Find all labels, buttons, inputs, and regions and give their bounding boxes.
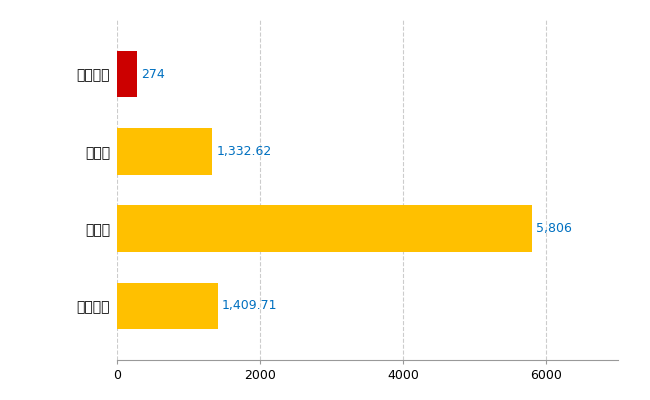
Text: 274: 274 (141, 68, 164, 80)
Bar (117, 128, 213, 174)
Bar (117, 51, 136, 97)
Text: 5,806: 5,806 (536, 222, 572, 235)
Bar (117, 206, 532, 252)
Bar (117, 283, 218, 329)
Text: 1,409.71: 1,409.71 (222, 300, 278, 312)
Text: 1,332.62: 1,332.62 (216, 145, 272, 158)
